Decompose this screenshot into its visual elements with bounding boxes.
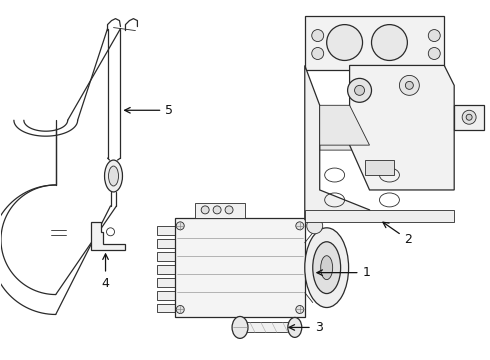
Circle shape [312, 48, 324, 59]
Circle shape [201, 206, 209, 214]
Circle shape [399, 75, 419, 95]
Bar [365, 160, 394, 175]
Circle shape [296, 306, 304, 314]
Text: 5: 5 [124, 104, 173, 117]
Circle shape [347, 78, 371, 102]
Text: 2: 2 [383, 222, 412, 246]
Bar [157, 252, 175, 261]
Circle shape [176, 222, 184, 230]
Ellipse shape [288, 318, 302, 337]
Bar [157, 265, 175, 274]
Bar [157, 303, 175, 312]
Polygon shape [305, 66, 369, 220]
Circle shape [355, 85, 365, 95]
Circle shape [176, 306, 184, 314]
Ellipse shape [108, 166, 119, 186]
Bar [157, 291, 175, 300]
Circle shape [371, 24, 407, 60]
Bar [157, 239, 175, 248]
Bar [305, 15, 444, 71]
Circle shape [225, 206, 233, 214]
Ellipse shape [232, 316, 248, 338]
Bar [157, 226, 175, 235]
Bar [157, 278, 175, 287]
Text: 3: 3 [289, 321, 322, 334]
Ellipse shape [313, 242, 341, 293]
Polygon shape [319, 115, 369, 150]
Polygon shape [91, 222, 125, 250]
Polygon shape [349, 66, 454, 190]
Circle shape [312, 30, 324, 41]
Circle shape [428, 30, 440, 41]
Bar [240, 323, 295, 332]
Ellipse shape [104, 160, 122, 192]
Circle shape [428, 48, 440, 59]
Text: 1: 1 [317, 266, 370, 279]
Circle shape [462, 110, 476, 124]
Ellipse shape [307, 218, 323, 234]
Circle shape [296, 222, 304, 230]
Circle shape [405, 81, 414, 89]
Circle shape [466, 114, 472, 120]
Text: 4: 4 [101, 254, 109, 290]
Circle shape [327, 24, 363, 60]
Circle shape [213, 206, 221, 214]
Polygon shape [454, 105, 484, 130]
Bar [305, 210, 454, 222]
Ellipse shape [321, 256, 333, 280]
Ellipse shape [305, 228, 348, 307]
Bar [195, 203, 245, 218]
Polygon shape [319, 105, 369, 145]
Bar [175, 218, 305, 318]
